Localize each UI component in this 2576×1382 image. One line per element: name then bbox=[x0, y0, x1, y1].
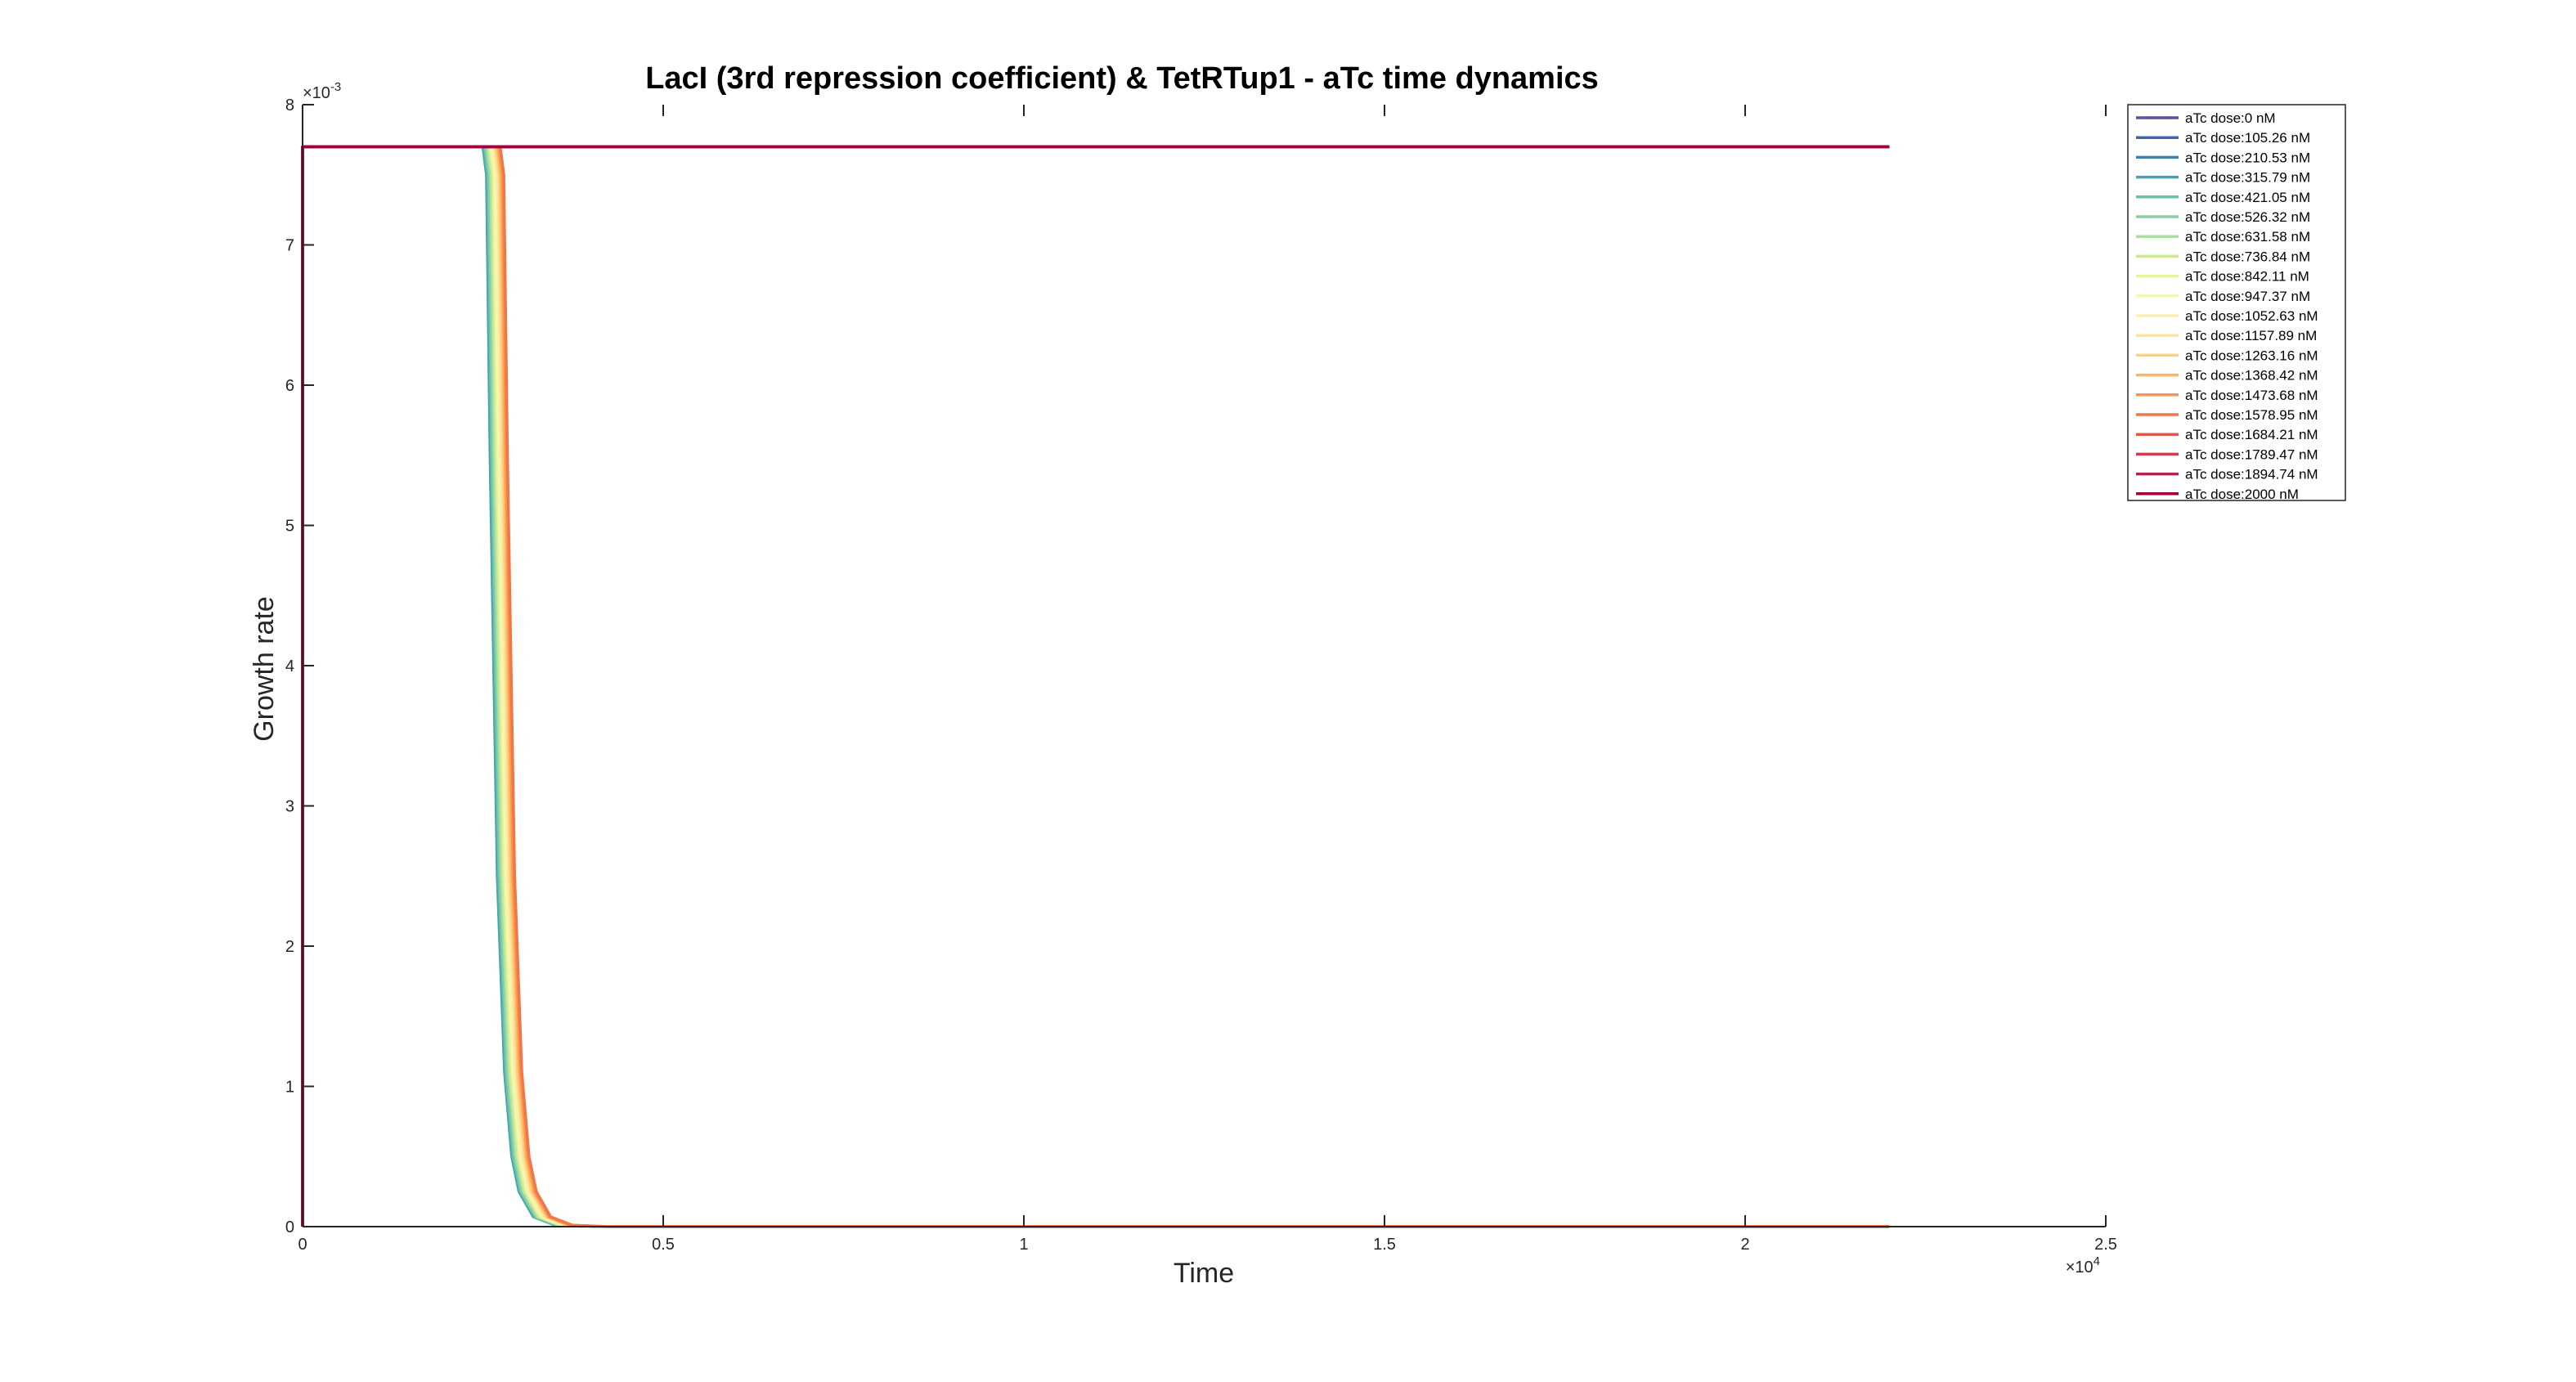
y-ticks: 0 1 2 3 4 5 6 7 8 bbox=[285, 96, 314, 1236]
legend-label: aTc dose:947.37 nM bbox=[2185, 289, 2310, 304]
x-ticks: 0 0.5 1 1.5 2 2.5 bbox=[298, 105, 2117, 1254]
y-axis-exponent: ×10-3 bbox=[303, 80, 341, 102]
legend-label: aTc dose:315.79 nM bbox=[2185, 170, 2310, 186]
legend-label: aTc dose:1894.74 nM bbox=[2185, 467, 2318, 482]
x-exponent-power: 4 bbox=[2094, 1254, 2100, 1268]
legend-label: aTc dose:0 nM bbox=[2185, 110, 2276, 126]
y-tick-label: 8 bbox=[285, 96, 294, 114]
plot-area: 0 0.5 1 1.5 2 2.5 0 1 2 3 4 5 6 7 8 bbox=[285, 96, 2117, 1254]
chart-title: LacI (3rd repression coefficient) & TetR… bbox=[645, 61, 1599, 96]
y-exponent-base: ×10 bbox=[303, 84, 330, 102]
axes-background bbox=[303, 105, 2106, 1227]
legend-label: aTc dose:1368.42 nM bbox=[2185, 368, 2318, 384]
legend-label: aTc dose:1263.16 nM bbox=[2185, 348, 2318, 363]
y-tick-label: 2 bbox=[285, 938, 294, 956]
legend-items: aTc dose:0 nM aTc dose:105.26 nM aTc dose:… bbox=[2136, 110, 2318, 502]
legend-label: aTc dose:210.53 nM bbox=[2185, 150, 2310, 165]
x-tick-label: 0 bbox=[298, 1236, 307, 1254]
y-tick-label: 4 bbox=[285, 657, 294, 675]
legend-label: aTc dose:526.32 nM bbox=[2185, 209, 2310, 225]
x-exponent-base: ×10 bbox=[2066, 1259, 2094, 1277]
legend-label: aTc dose:1157.89 nM bbox=[2185, 328, 2317, 343]
x-tick-label: 0.5 bbox=[652, 1236, 675, 1254]
legend-label: aTc dose:1684.21 nM bbox=[2185, 427, 2318, 442]
y-exponent-power: -3 bbox=[330, 80, 341, 94]
y-tick-label: 3 bbox=[285, 798, 294, 816]
x-tick-label: 2.5 bbox=[2094, 1236, 2117, 1254]
x-tick-label: 1.5 bbox=[1373, 1236, 1396, 1254]
x-axis-label: Time bbox=[1174, 1258, 1234, 1289]
y-tick-label: 6 bbox=[285, 377, 294, 395]
legend-label: aTc dose:1052.63 nM bbox=[2185, 308, 2318, 324]
legend-label: aTc dose:1578.95 nM bbox=[2185, 407, 2318, 423]
legend[interactable]: aTc dose:0 nM aTc dose:105.26 nM aTc dose:… bbox=[2127, 104, 2346, 502]
legend-label: aTc dose:1789.47 nM bbox=[2185, 446, 2318, 462]
x-tick-label: 2 bbox=[1740, 1236, 1749, 1254]
y-tick-label: 1 bbox=[285, 1079, 294, 1097]
y-tick-label: 5 bbox=[285, 518, 294, 536]
legend-label: aTc dose:736.84 nM bbox=[2185, 249, 2310, 264]
legend-label: aTc dose:105.26 nM bbox=[2185, 130, 2310, 146]
legend-label: aTc dose:2000 nM bbox=[2185, 487, 2299, 502]
legend-label: aTc dose:421.05 nM bbox=[2185, 190, 2310, 205]
y-tick-label: 7 bbox=[285, 237, 294, 255]
legend-label: aTc dose:631.58 nM bbox=[2185, 229, 2310, 245]
legend-label: aTc dose:1473.68 nM bbox=[2185, 388, 2318, 403]
x-tick-label: 1 bbox=[1019, 1236, 1028, 1254]
x-axis-exponent: ×104 bbox=[2066, 1254, 2100, 1277]
y-axis-label: Growth rate bbox=[249, 596, 280, 742]
legend-label: aTc dose:842.11 nM bbox=[2185, 269, 2309, 285]
y-tick-label: 0 bbox=[285, 1218, 294, 1236]
